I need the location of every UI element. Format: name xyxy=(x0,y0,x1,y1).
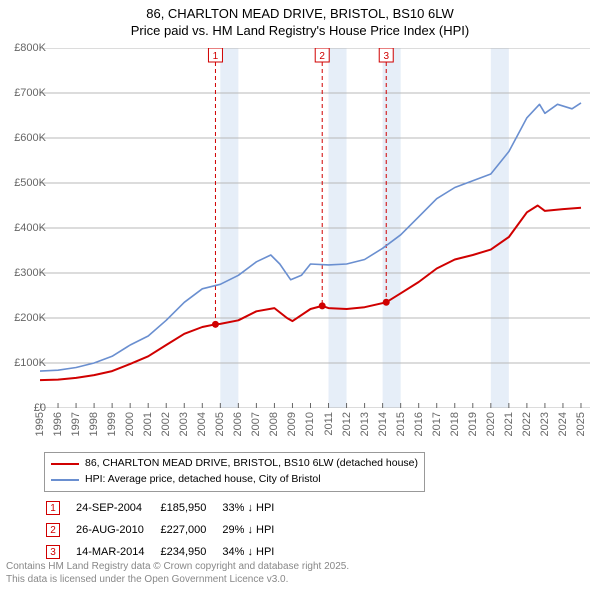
sales-row: 1 24-SEP-2004£185,95033% ↓ HPI xyxy=(46,498,288,518)
x-tick-label: 1997 xyxy=(70,412,82,436)
y-tick-label: £600K xyxy=(14,132,46,144)
y-tick-label: £200K xyxy=(14,312,46,324)
sale-marker-box: 2 xyxy=(46,523,60,537)
sale-price: £227,000 xyxy=(160,520,220,540)
legend-swatch-2 xyxy=(51,479,79,481)
sale-price: £185,950 xyxy=(160,498,220,518)
sales-row: 3 14-MAR-2014£234,95034% ↓ HPI xyxy=(46,542,288,562)
x-tick-label: 2009 xyxy=(286,412,298,436)
y-tick-label: £500K xyxy=(14,177,46,189)
x-tick-label: 2017 xyxy=(431,412,443,436)
y-tick-label: £700K xyxy=(14,87,46,99)
x-tick-label: 2016 xyxy=(413,412,425,436)
x-tick-label: 2025 xyxy=(575,412,587,436)
footer-attribution: Contains HM Land Registry data © Crown c… xyxy=(6,561,349,586)
sale-delta: 33% ↓ HPI xyxy=(222,498,288,518)
x-tick-label: 1998 xyxy=(88,412,100,436)
footer-line-2: This data is licensed under the Open Gov… xyxy=(6,574,349,587)
x-tick-label: 2013 xyxy=(359,412,371,436)
x-tick-label: 2020 xyxy=(485,412,497,436)
y-tick-label: £100K xyxy=(14,357,46,369)
sales-row: 2 26-AUG-2010£227,00029% ↓ HPI xyxy=(46,520,288,540)
x-tick-label: 2008 xyxy=(268,412,280,436)
x-tick-label: 2004 xyxy=(196,412,208,436)
y-tick-label: £300K xyxy=(14,267,46,279)
sale-marker-box: 3 xyxy=(46,545,60,559)
x-tick-label: 1996 xyxy=(52,412,64,436)
sale-delta: 34% ↓ HPI xyxy=(222,542,288,562)
sale-price: £234,950 xyxy=(160,542,220,562)
x-tick-label: 2005 xyxy=(214,412,226,436)
svg-text:1: 1 xyxy=(213,51,219,62)
sales-table: 1 24-SEP-2004£185,95033% ↓ HPI 2 26-AUG-201… xyxy=(44,496,290,564)
x-tick-label: 1995 xyxy=(34,412,46,436)
legend-row-2: HPI: Average price, detached house, City… xyxy=(51,472,418,488)
x-tick-label: 2010 xyxy=(304,412,316,436)
svg-text:3: 3 xyxy=(383,51,389,62)
x-tick-label: 2014 xyxy=(377,412,389,436)
x-tick-label: 2018 xyxy=(449,412,461,436)
sale-date: 26-AUG-2010 xyxy=(76,520,158,540)
x-tick-label: 2003 xyxy=(178,412,190,436)
x-tick-label: 2021 xyxy=(503,412,515,436)
footer-line-1: Contains HM Land Registry data © Crown c… xyxy=(6,561,349,574)
sale-delta: 29% ↓ HPI xyxy=(222,520,288,540)
legend-label-1: 86, CHARLTON MEAD DRIVE, BRISTOL, BS10 6… xyxy=(85,456,418,472)
x-tick-label: 2007 xyxy=(250,412,262,436)
x-tick-label: 2024 xyxy=(557,412,569,436)
legend-swatch-1 xyxy=(51,463,79,465)
svg-text:2: 2 xyxy=(319,51,325,62)
sale-date: 14-MAR-2014 xyxy=(76,542,158,562)
x-tick-label: 2011 xyxy=(323,412,335,436)
chart-area: 1 2 3 xyxy=(40,48,590,408)
x-tick-label: 2023 xyxy=(539,412,551,436)
x-tick-label: 2022 xyxy=(521,412,533,436)
x-tick-label: 2019 xyxy=(467,412,479,436)
x-tick-label: 2015 xyxy=(395,412,407,436)
x-tick-label: 1999 xyxy=(106,412,118,436)
title-line-1: 86, CHARLTON MEAD DRIVE, BRISTOL, BS10 6… xyxy=(0,6,600,23)
x-tick-label: 2006 xyxy=(232,412,244,436)
line-chart-svg: 1 2 3 xyxy=(40,48,590,408)
y-tick-label: £800K xyxy=(14,42,46,54)
legend-label-2: HPI: Average price, detached house, City… xyxy=(85,472,321,488)
x-tick-label: 2012 xyxy=(341,412,353,436)
legend-row-1: 86, CHARLTON MEAD DRIVE, BRISTOL, BS10 6… xyxy=(51,456,418,472)
x-tick-label: 2002 xyxy=(160,412,172,436)
y-tick-label: £400K xyxy=(14,222,46,234)
sale-marker-box: 1 xyxy=(46,501,60,515)
legend: 86, CHARLTON MEAD DRIVE, BRISTOL, BS10 6… xyxy=(44,452,425,492)
chart-title: 86, CHARLTON MEAD DRIVE, BRISTOL, BS10 6… xyxy=(0,0,600,40)
x-tick-label: 2000 xyxy=(124,412,136,436)
title-line-2: Price paid vs. HM Land Registry's House … xyxy=(0,23,600,40)
x-tick-label: 2001 xyxy=(142,412,154,436)
sale-date: 24-SEP-2004 xyxy=(76,498,158,518)
